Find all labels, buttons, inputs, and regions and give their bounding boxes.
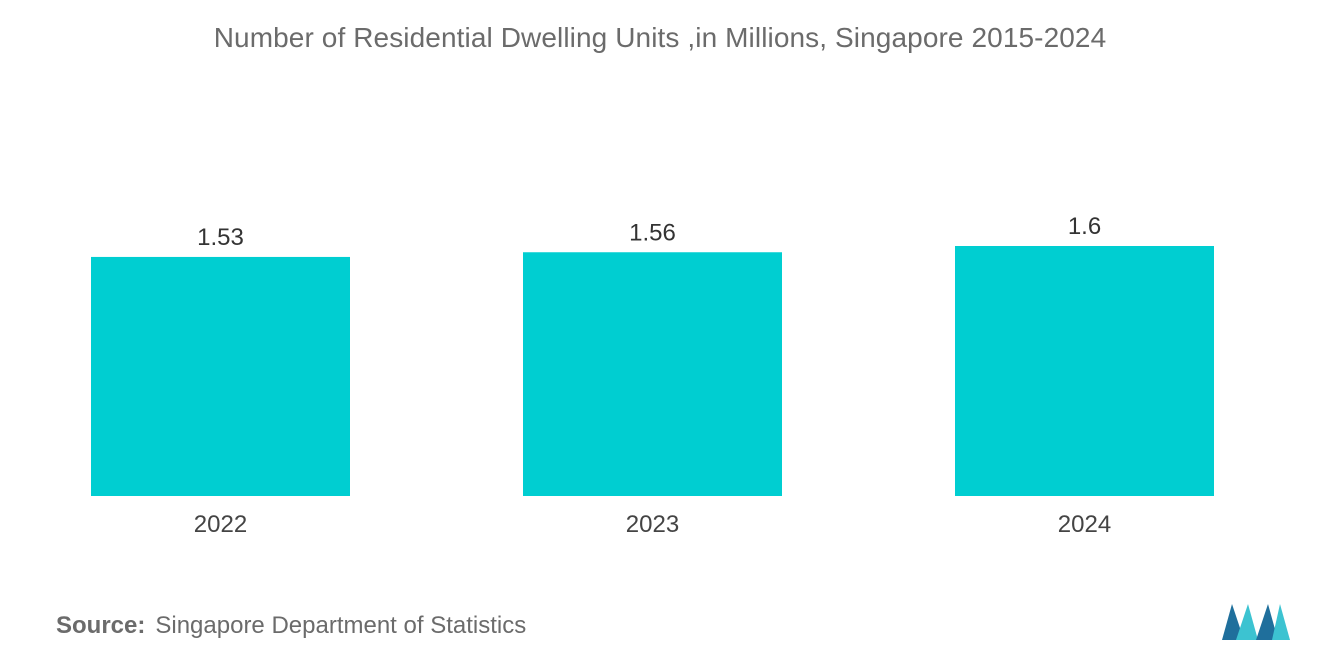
x-tick-label-2024: 2024: [1058, 511, 1111, 538]
x-tick-label-2022: 2022: [194, 511, 247, 538]
bar-chart: 1.53 2022 1.56 2023 1.6 2024: [91, 213, 1214, 538]
source-label: Source:: [56, 612, 146, 639]
bar-2023: [523, 252, 782, 496]
bar-2024: [955, 246, 1214, 496]
bar-2022: [91, 256, 350, 496]
source-note: Source: Singapore Department of Statistic…: [56, 612, 526, 640]
chart-title: Number of Residential Dwelling Units ,in…: [213, 22, 1107, 53]
company-logo-icon: [1222, 604, 1290, 640]
source-text: Singapore Department of Statistics: [155, 612, 527, 639]
data-label-2023: 1.56: [629, 219, 676, 246]
x-tick-label-2023: 2023: [626, 511, 679, 538]
data-label-2024: 1.6: [1068, 213, 1101, 240]
data-label-2022: 1.53: [197, 224, 244, 251]
